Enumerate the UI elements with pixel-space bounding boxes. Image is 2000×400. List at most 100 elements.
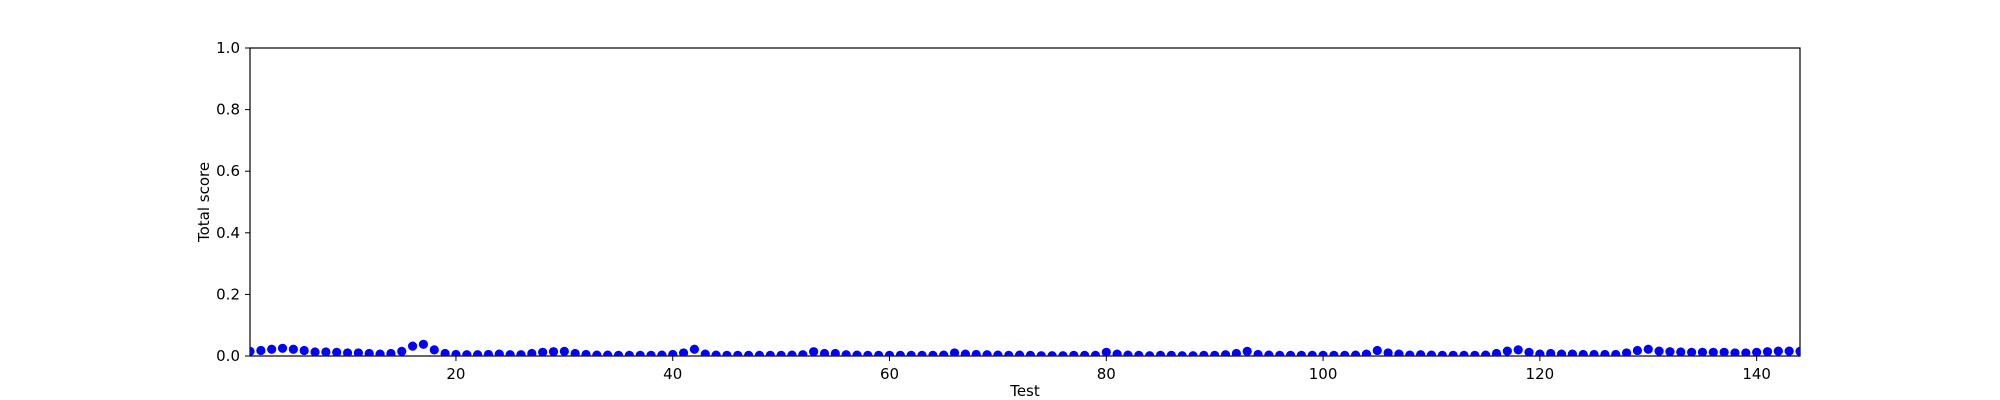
y-tick-label: 0.0 [216,347,240,365]
data-point [798,350,808,356]
data-point [267,344,277,354]
data-point [1405,350,1415,356]
y-tick-label: 0.8 [216,101,240,119]
data-point [1773,346,1783,356]
data-point [1752,347,1762,356]
data-point [1491,348,1502,356]
x-axis-label: Test [1009,382,1040,400]
data-point [310,347,320,356]
data-point [1643,344,1653,354]
data-point [1394,349,1404,356]
data-point [765,350,775,356]
data-point [1329,350,1339,356]
data-point [1437,350,1447,356]
y-axis-ticks: 0.0 0.2 0.4 0.6 0.8 1.0 [216,39,250,365]
data-point [1513,345,1523,355]
data-point [700,349,710,356]
data-point [462,350,472,356]
data-point [1741,348,1751,356]
data-point [1275,350,1285,356]
y-tick-label: 0.4 [216,224,240,242]
data-point [1090,350,1101,356]
data-point [1426,350,1437,356]
data-point [884,350,895,356]
data-point [1231,348,1241,356]
data-point [787,350,797,356]
data-point [1188,351,1198,356]
data-point [863,350,873,356]
data-point [505,350,515,356]
data-point [1708,347,1718,356]
data-point [1199,350,1209,356]
data-point [1459,350,1469,356]
data-point [895,350,905,356]
data-point [1264,350,1274,356]
data-point [949,348,960,356]
data-point [657,350,667,356]
y-axis-label: Total score [195,162,213,243]
data-point [1784,346,1794,356]
data-point [1177,351,1187,356]
data-point [1296,350,1306,356]
data-point [1383,348,1393,356]
data-point [1481,350,1491,356]
data-point [299,345,309,356]
data-point [483,349,494,356]
data-point [1524,347,1534,356]
data-point [250,346,255,356]
data-point [407,341,418,351]
data-point [451,349,461,356]
data-point [527,348,537,356]
x-axis-ticks: 20 40 60 80 100 120 140 [446,356,1771,383]
data-point [1502,346,1512,356]
x-tick-label: 40 [663,365,682,383]
data-point [1546,348,1556,356]
data-point [874,350,884,356]
data-point [1058,351,1068,356]
data-point [1014,350,1025,356]
data-point [819,348,830,356]
data-point [1155,350,1166,356]
data-point [960,349,970,356]
data-point [1242,346,1252,356]
data-point [678,348,689,356]
data-point [646,350,656,356]
data-point [689,344,700,354]
x-tick-label: 100 [1309,365,1338,383]
data-point [668,349,678,356]
x-tick-label: 20 [446,365,465,383]
data-point [1210,350,1220,356]
data-point [971,349,981,356]
data-point [1556,349,1567,356]
data-point [559,346,569,356]
data-point [570,348,580,356]
data-point [1416,350,1426,356]
plot-area [249,47,1801,357]
data-point [754,350,765,356]
data-point [809,347,819,356]
data-point [1665,347,1675,356]
data-point [1112,349,1122,356]
plot-frame [249,47,1801,357]
data-point [494,349,504,356]
data-point [386,348,396,356]
data-point [418,339,429,349]
data-point [1025,350,1036,356]
data-point [635,350,645,356]
data-point [440,348,450,356]
data-point [397,346,407,356]
data-point [1687,347,1697,356]
data-point [1285,350,1296,356]
data-point [852,350,862,356]
data-point [906,350,916,356]
data-point [993,350,1003,356]
data-point [744,350,754,356]
y-tick-label: 1.0 [216,39,240,57]
data-point [342,348,353,356]
data-point [1632,345,1643,356]
x-tick-label: 80 [1097,365,1116,383]
data-point [429,345,439,355]
data-point [1134,350,1144,356]
data-point [1535,349,1545,356]
data-point [1654,346,1664,356]
